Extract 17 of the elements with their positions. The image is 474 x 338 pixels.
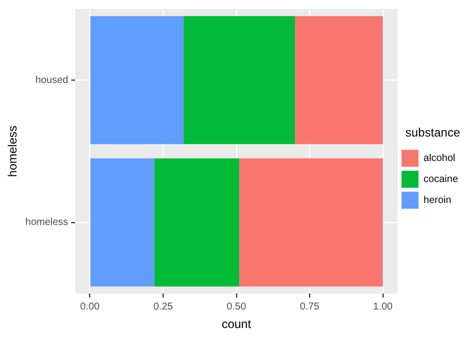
- bar: [239, 158, 383, 286]
- x-tick-label: 0.00: [80, 301, 100, 312]
- legend-label: cocaine: [424, 174, 458, 185]
- legend-label: alcohol: [424, 152, 456, 164]
- bar: [90, 16, 184, 144]
- bar: [154, 158, 240, 286]
- x-axis-title: count: [222, 317, 252, 332]
- bar: [90, 158, 154, 286]
- bar: [184, 16, 295, 144]
- legend-title: substance: [405, 126, 460, 140]
- bar: [294, 16, 383, 144]
- x-tick-label: 0.75: [300, 301, 320, 312]
- x-tick-label: 0.25: [153, 301, 174, 312]
- x-tick-label: 1.00: [373, 301, 394, 312]
- y-tick-label: housed: [35, 74, 68, 86]
- legend-label: heroin: [424, 194, 452, 206]
- x-tick-label: 0.50: [226, 301, 247, 312]
